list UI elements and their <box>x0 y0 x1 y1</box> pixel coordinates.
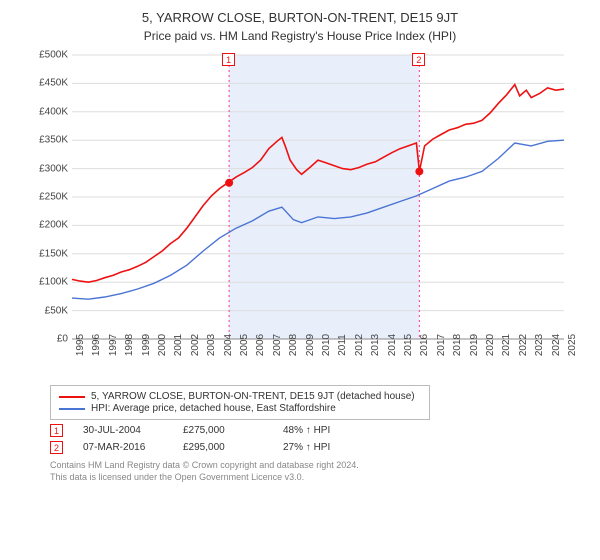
x-tick-label: 1997 <box>108 334 119 356</box>
x-tick-label: 2018 <box>452 334 463 356</box>
chart-title: 5, YARROW CLOSE, BURTON-ON-TRENT, DE15 9… <box>10 10 590 25</box>
tx-date: 30-JUL-2004 <box>83 425 163 436</box>
y-tick-label: £350K <box>30 135 68 146</box>
y-tick-label: £0 <box>30 334 68 345</box>
event-label-2: 2 <box>412 53 425 66</box>
x-tick-label: 2023 <box>534 334 545 356</box>
y-tick-label: £200K <box>30 220 68 231</box>
x-tick-label: 2014 <box>387 334 398 356</box>
x-tick-label: 2008 <box>288 334 299 356</box>
y-tick-label: £100K <box>30 277 68 288</box>
legend-row: 5, YARROW CLOSE, BURTON-ON-TRENT, DE15 9… <box>59 391 421 402</box>
legend-text: HPI: Average price, detached house, East… <box>91 403 336 414</box>
y-tick-label: £400K <box>30 106 68 117</box>
x-tick-label: 1996 <box>91 334 102 356</box>
x-tick-label: 2025 <box>567 334 578 356</box>
tx-vs-hpi: 27% ↑ HPI <box>283 442 363 453</box>
y-tick-label: £300K <box>30 163 68 174</box>
tx-number-box: 2 <box>50 441 63 454</box>
transaction-row: 2 07-MAR-2016 £295,000 27% ↑ HPI <box>50 441 590 454</box>
x-tick-label: 2002 <box>190 334 201 356</box>
event-marker-1 <box>225 179 233 187</box>
x-tick-label: 2020 <box>485 334 496 356</box>
x-tick-label: 2024 <box>551 334 562 356</box>
x-tick-label: 2001 <box>173 334 184 356</box>
x-tick-label: 1995 <box>75 334 86 356</box>
footer-line-1: Contains HM Land Registry data © Crown c… <box>50 460 590 472</box>
legend-swatch <box>59 396 85 398</box>
footer-line-2: This data is licensed under the Open Gov… <box>50 472 590 484</box>
legend: 5, YARROW CLOSE, BURTON-ON-TRENT, DE15 9… <box>50 385 430 420</box>
x-tick-label: 2019 <box>469 334 480 356</box>
x-tick-label: 1998 <box>124 334 135 356</box>
x-tick-label: 1999 <box>141 334 152 356</box>
transaction-row: 1 30-JUL-2004 £275,000 48% ↑ HPI <box>50 424 590 437</box>
x-tick-label: 2006 <box>255 334 266 356</box>
x-tick-label: 2007 <box>272 334 283 356</box>
x-tick-label: 2017 <box>436 334 447 356</box>
legend-row: HPI: Average price, detached house, East… <box>59 403 421 414</box>
tx-price: £275,000 <box>183 425 263 436</box>
y-tick-label: £500K <box>30 50 68 61</box>
y-tick-label: £150K <box>30 248 68 259</box>
y-tick-label: £50K <box>30 305 68 316</box>
x-tick-label: 2012 <box>354 334 365 356</box>
transactions-table: 1 30-JUL-2004 £275,000 48% ↑ HPI 2 07-MAR-201… <box>50 424 590 454</box>
x-tick-label: 2016 <box>419 334 430 356</box>
x-tick-label: 2010 <box>321 334 332 356</box>
chart-subtitle: Price paid vs. HM Land Registry's House … <box>10 29 590 43</box>
legend-swatch <box>59 408 85 410</box>
footer-attribution: Contains HM Land Registry data © Crown c… <box>50 460 590 483</box>
y-tick-label: £250K <box>30 192 68 203</box>
x-tick-label: 2021 <box>501 334 512 356</box>
legend-text: 5, YARROW CLOSE, BURTON-ON-TRENT, DE15 9… <box>91 391 415 402</box>
tx-price: £295,000 <box>183 442 263 453</box>
x-tick-label: 2000 <box>157 334 168 356</box>
event-label-1: 1 <box>222 53 235 66</box>
tx-date: 07-MAR-2016 <box>83 442 163 453</box>
tx-number-box: 1 <box>50 424 63 437</box>
x-tick-label: 2009 <box>305 334 316 356</box>
x-tick-label: 2005 <box>239 334 250 356</box>
x-tick-label: 2013 <box>370 334 381 356</box>
y-tick-label: £450K <box>30 78 68 89</box>
x-tick-label: 2015 <box>403 334 414 356</box>
x-tick-label: 2022 <box>518 334 529 356</box>
chart-svg <box>30 49 570 379</box>
price-chart: £0 £50K £100K £150K £200K £250K £300K £350K £400… <box>30 49 570 379</box>
event-marker-2 <box>415 167 423 175</box>
tx-vs-hpi: 48% ↑ HPI <box>283 425 363 436</box>
x-tick-label: 2011 <box>337 334 348 356</box>
x-tick-label: 2004 <box>223 334 234 356</box>
x-tick-label: 2003 <box>206 334 217 356</box>
